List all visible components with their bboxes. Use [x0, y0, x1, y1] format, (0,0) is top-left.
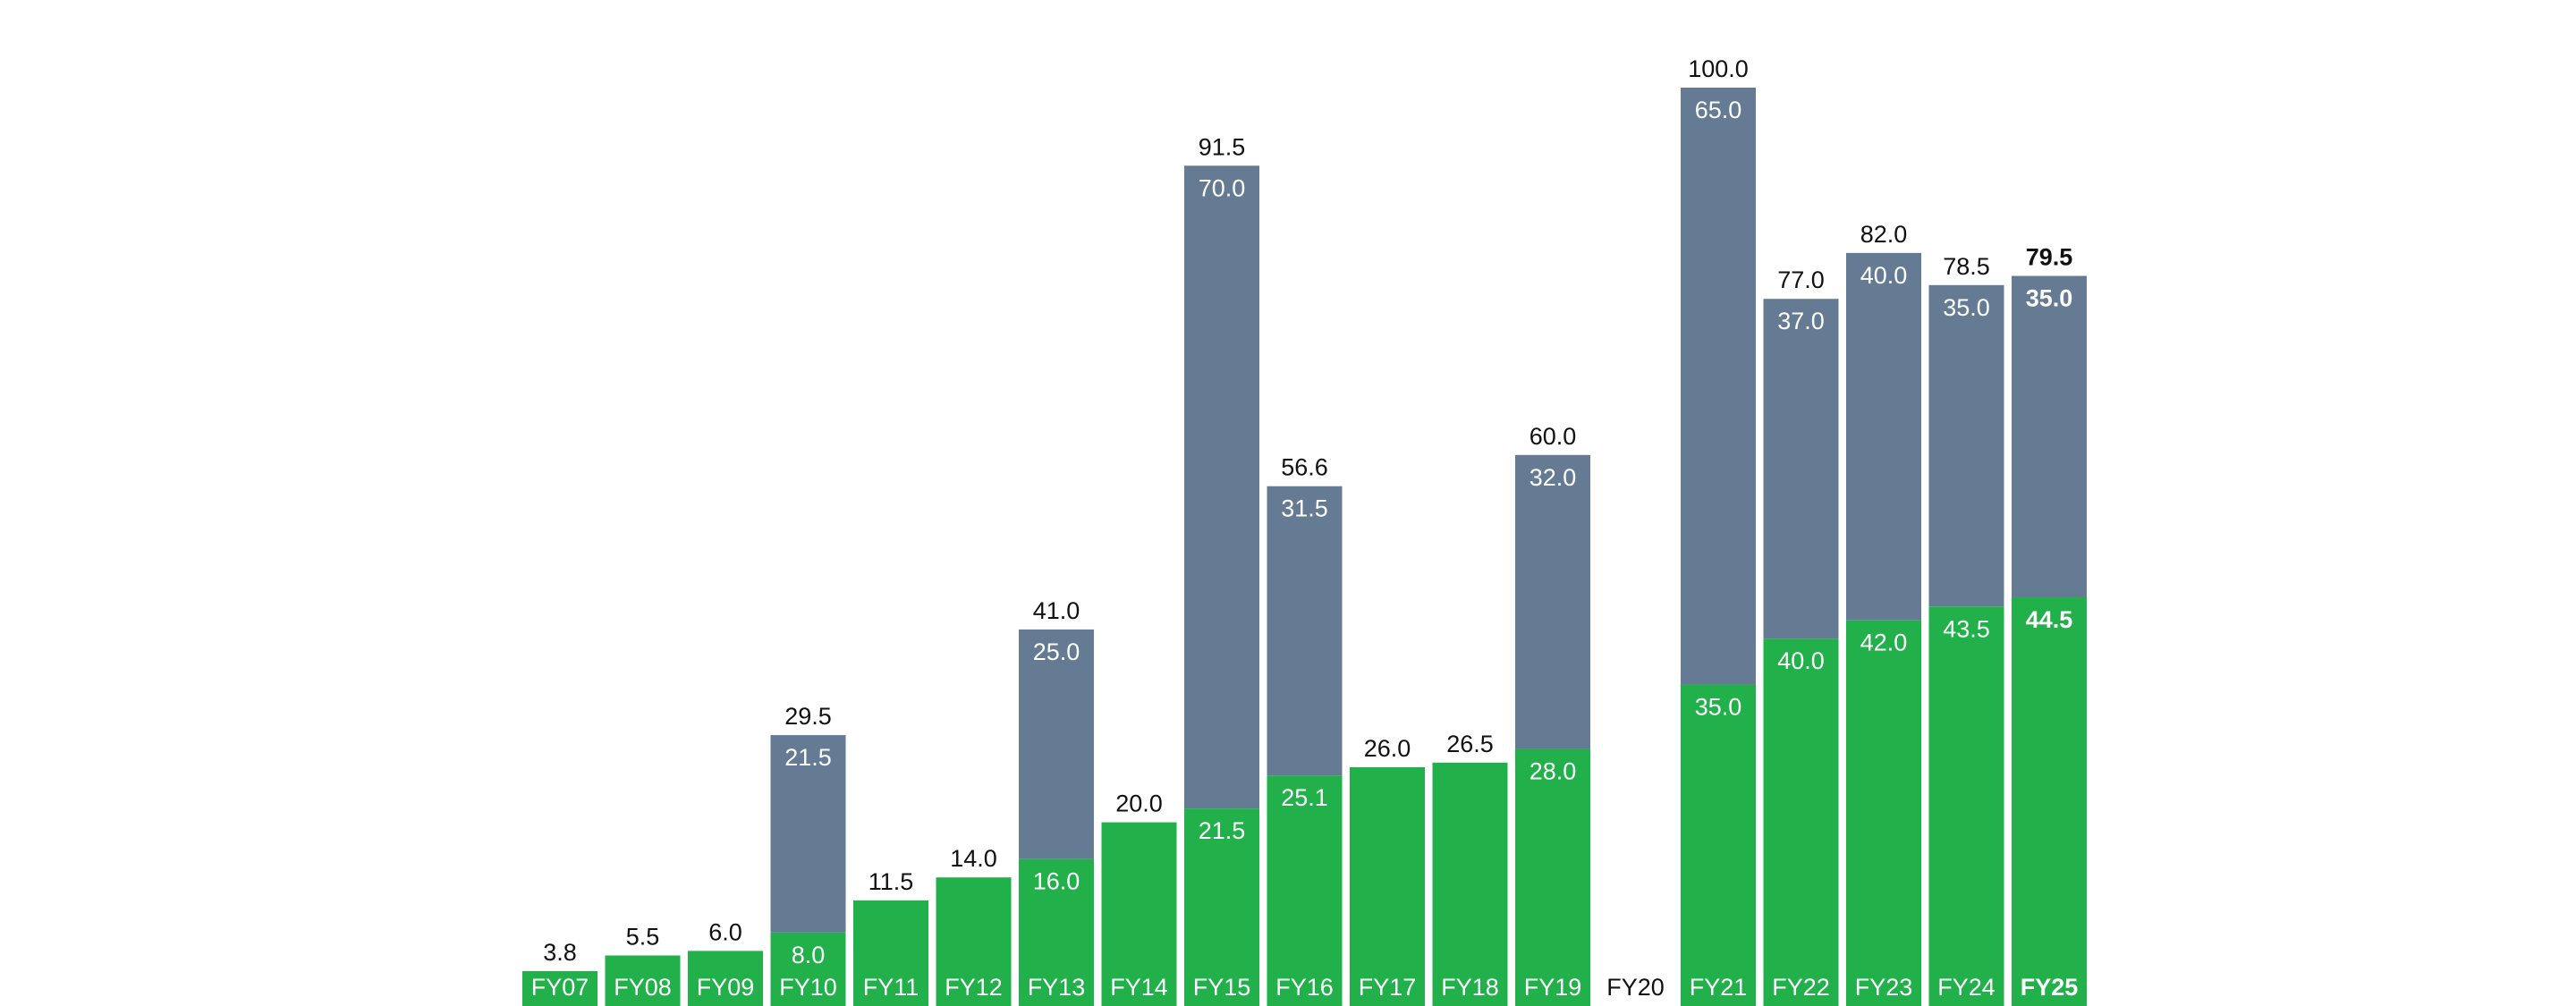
bar-segment-green-fy23	[1846, 620, 1921, 1006]
segment-label-green-fy13: 16.0	[1033, 868, 1080, 895]
total-label-fy09: 6.0	[708, 918, 742, 945]
total-label-fy23: 82.0	[1860, 221, 1908, 248]
category-label-fy11: FY11	[863, 974, 919, 1001]
total-label-fy17: 26.0	[1364, 735, 1411, 762]
bar-segment-green-fy18	[1432, 762, 1508, 1006]
category-label-fy15: FY15	[1193, 974, 1251, 1001]
category-label-fy19: FY19	[1524, 974, 1582, 1001]
category-label-fy23: FY23	[1855, 974, 1913, 1001]
segment-label-blue-fy16: 31.5	[1281, 495, 1328, 522]
total-label-fy07: 3.8	[543, 939, 577, 966]
bar-segment-green-fy25	[2012, 596, 2087, 1006]
bar-segment-blue-fy19	[1515, 454, 1590, 749]
bar-segment-green-fy13	[1019, 858, 1094, 1006]
bar-segment-green-fy16	[1267, 775, 1343, 1006]
bar-segment-blue-fy13	[1019, 629, 1094, 859]
total-label-fy22: 77.0	[1777, 266, 1825, 293]
bar-segment-green-fy07	[522, 970, 597, 1006]
total-label-fy08: 5.5	[626, 924, 660, 951]
segment-label-blue-fy21: 65.0	[1695, 97, 1742, 123]
segment-label-blue-fy10: 21.5	[784, 744, 832, 771]
bar-segment-green-fy14	[1101, 822, 1177, 1006]
bar-segment-green-fy15	[1184, 808, 1259, 1006]
bar-segment-green-fy19	[1515, 748, 1590, 1006]
category-label-fy21: FY21	[1690, 974, 1748, 1001]
total-label-fy12: 14.0	[950, 845, 997, 872]
segment-label-green-fy22: 40.0	[1777, 647, 1825, 674]
bar-segment-blue-fy15	[1184, 165, 1259, 809]
segment-label-green-fy10: 8.0	[792, 942, 826, 968]
bar-segment-green-fy21	[1681, 684, 1756, 1006]
category-label-fy22: FY22	[1772, 974, 1830, 1001]
category-label-fy17: FY17	[1359, 974, 1417, 1001]
bar-segment-green-fy09	[688, 951, 763, 1006]
bar-segment-green-fy24	[1928, 606, 2004, 1006]
segment-label-blue-fy25: 35.0	[2026, 285, 2073, 312]
total-label-fy19: 60.0	[1530, 423, 1577, 450]
bar-segment-green-fy11	[853, 900, 928, 1006]
category-label-fy09: FY09	[697, 974, 755, 1001]
segment-label-green-fy15: 21.5	[1199, 817, 1246, 844]
category-label-fy10: FY10	[779, 974, 837, 1001]
category-label-fy07: FY07	[531, 974, 589, 1001]
bar-segment-blue-fy23	[1846, 252, 1921, 621]
category-label-fy13: FY13	[1028, 974, 1086, 1001]
category-label-fy20: FY20	[1606, 974, 1665, 1001]
bar-segment-blue-fy25	[2012, 275, 2087, 597]
segment-label-blue-fy22: 37.0	[1777, 308, 1825, 334]
total-label-fy14: 20.0	[1115, 790, 1163, 817]
total-label-fy15: 91.5	[1199, 133, 1246, 160]
segment-label-blue-fy24: 35.0	[1943, 294, 1990, 321]
segment-label-green-fy19: 28.0	[1530, 757, 1577, 784]
segment-label-blue-fy13: 25.0	[1033, 638, 1080, 665]
total-label-fy25: 79.5	[2026, 244, 2073, 271]
total-label-fy18: 26.5	[1446, 731, 1494, 757]
segment-label-blue-fy15: 70.0	[1199, 174, 1246, 201]
segment-label-green-fy23: 42.0	[1860, 630, 1908, 656]
segment-label-green-fy24: 43.5	[1943, 615, 1990, 642]
category-label-fy18: FY18	[1441, 974, 1499, 1001]
category-label-fy25: FY25	[2021, 974, 2079, 1001]
total-label-fy21: 100.0	[1688, 55, 1749, 82]
segment-label-blue-fy23: 40.0	[1860, 262, 1908, 289]
bar-segment-green-fy12	[936, 877, 1012, 1006]
segment-label-green-fy16: 25.1	[1281, 784, 1328, 811]
bar-segment-blue-fy22	[1763, 299, 1839, 639]
bar-segment-blue-fy21	[1681, 88, 1756, 685]
total-label-fy11: 11.5	[869, 868, 914, 895]
category-label-fy24: FY24	[1937, 974, 1996, 1001]
category-label-fy16: FY16	[1275, 974, 1334, 1001]
segment-label-blue-fy19: 32.0	[1530, 464, 1577, 491]
category-label-fy14: FY14	[1110, 974, 1168, 1001]
bar-segment-green-fy22	[1763, 638, 1839, 1006]
segment-label-green-fy21: 35.0	[1695, 694, 1742, 721]
bar-segment-green-fy10	[770, 932, 846, 1006]
bar-segment-blue-fy10	[770, 735, 846, 933]
category-label-fy08: FY08	[614, 974, 672, 1001]
bar-segment-green-fy08	[605, 955, 681, 1006]
total-label-fy10: 29.5	[784, 703, 832, 730]
total-label-fy16: 56.6	[1281, 454, 1328, 481]
bar-segment-blue-fy24	[1928, 284, 2004, 607]
bar-segment-blue-fy16	[1267, 486, 1343, 776]
bar-segment-green-fy17	[1350, 766, 1425, 1006]
total-label-fy13: 41.0	[1033, 597, 1080, 624]
category-label-fy12: FY12	[945, 974, 1003, 1001]
total-label-fy24: 78.5	[1943, 253, 1990, 280]
segment-label-green-fy25: 44.5	[2026, 606, 2073, 633]
